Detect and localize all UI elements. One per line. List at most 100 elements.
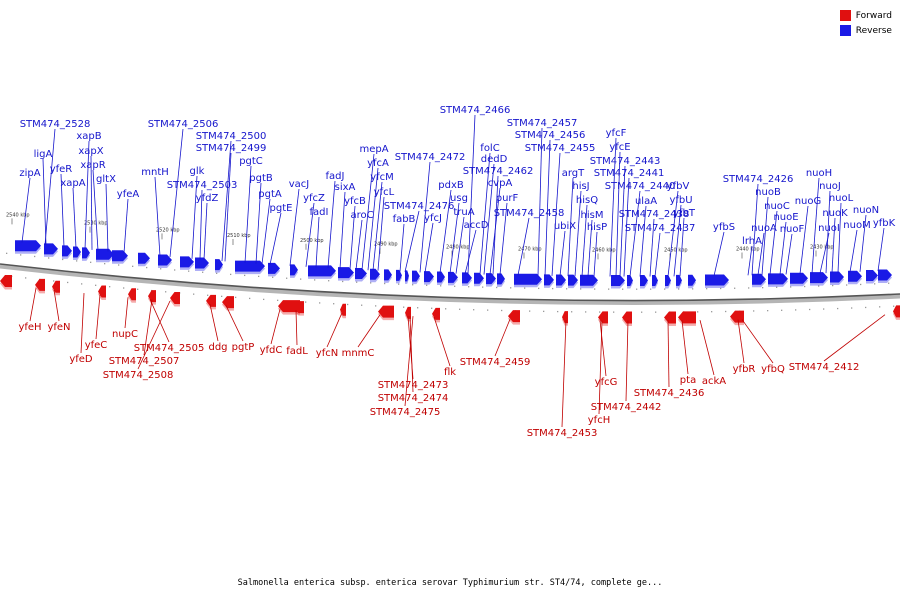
forward-gene-arrow[interactable] [0, 275, 12, 287]
reverse-gene-arrow[interactable] [752, 273, 766, 285]
forward-gene-label[interactable]: STM474_2453 [527, 428, 598, 439]
reverse-gene-arrow[interactable] [768, 273, 788, 285]
forward-gene-arrow[interactable] [340, 303, 346, 316]
reverse-gene-label[interactable]: yfbK [873, 218, 896, 229]
forward-gene-arrow[interactable] [598, 311, 608, 324]
forward-gene-label[interactable]: yfbR [733, 364, 756, 375]
forward-gene-label[interactable]: fadL [286, 346, 308, 357]
reverse-gene-label[interactable]: STM474_2457 [507, 118, 578, 129]
forward-gene-label[interactable]: mnmC [342, 348, 375, 359]
reverse-gene-arrow[interactable] [497, 273, 505, 285]
reverse-gene-arrow[interactable] [355, 268, 367, 280]
reverse-gene-arrow[interactable] [338, 267, 354, 279]
forward-gene-label[interactable]: STM474_2412 [789, 362, 860, 373]
reverse-gene-arrow[interactable] [568, 274, 578, 286]
forward-gene-arrow[interactable] [52, 280, 60, 293]
forward-gene-label[interactable]: ddg [208, 342, 227, 353]
reverse-gene-label[interactable]: STM474_2462 [463, 166, 534, 177]
reverse-gene-arrow[interactable] [474, 272, 484, 284]
reverse-gene-label[interactable]: fabB [393, 214, 416, 225]
reverse-gene-label[interactable]: fadJ [326, 171, 345, 182]
forward-gene-label[interactable]: nupC [112, 329, 138, 340]
reverse-gene-arrow[interactable] [15, 240, 41, 252]
reverse-gene-label[interactable]: STM474_2506 [148, 119, 219, 130]
reverse-gene-label[interactable]: hisQ [576, 195, 598, 206]
reverse-gene-label[interactable]: hisM [581, 210, 604, 221]
reverse-gene-arrow[interactable] [878, 269, 892, 281]
reverse-gene-arrow[interactable] [370, 268, 380, 280]
reverse-gene-label[interactable]: hisP [587, 222, 607, 233]
reverse-gene-label[interactable]: STM474_2503 [167, 180, 238, 191]
reverse-gene-label[interactable]: xapA [60, 178, 85, 189]
reverse-gene-arrow[interactable] [290, 264, 298, 276]
reverse-gene-label[interactable]: nuoG [795, 196, 822, 207]
reverse-gene-arrow[interactable] [424, 271, 434, 283]
reverse-gene-label[interactable]: yfcF [606, 128, 627, 139]
reverse-gene-label[interactable]: truA [453, 207, 474, 218]
reverse-gene-label[interactable]: ulaA [635, 196, 657, 207]
reverse-gene-arrow[interactable] [486, 273, 496, 285]
reverse-gene-label[interactable]: hisJ [572, 181, 589, 192]
reverse-gene-label[interactable]: yfcB [344, 196, 366, 207]
reverse-gene-label[interactable]: STM474_2455 [525, 143, 596, 154]
forward-gene-label[interactable]: STM474_2474 [378, 393, 449, 404]
forward-gene-arrow[interactable] [206, 294, 216, 307]
reverse-gene-arrow[interactable] [73, 246, 81, 258]
reverse-gene-arrow[interactable] [215, 259, 223, 271]
reverse-gene-label[interactable]: xapX [78, 146, 103, 157]
forward-gene-arrow[interactable] [562, 311, 568, 324]
reverse-gene-label[interactable]: yfbT [673, 208, 696, 219]
forward-gene-arrow[interactable] [278, 300, 300, 313]
reverse-gene-label[interactable]: yfeA [117, 189, 140, 200]
reverse-gene-label[interactable]: nuoH [806, 168, 832, 179]
reverse-gene-label[interactable]: ligA [34, 149, 53, 160]
reverse-gene-label[interactable]: STM474_2499 [196, 143, 267, 154]
reverse-gene-arrow[interactable] [195, 257, 209, 269]
reverse-gene-arrow[interactable] [44, 243, 58, 255]
reverse-gene-label[interactable]: glk [190, 166, 205, 177]
reverse-gene-label[interactable]: purF [496, 193, 519, 204]
reverse-gene-label[interactable]: nuoF [780, 224, 805, 235]
reverse-gene-arrow[interactable] [82, 247, 90, 259]
reverse-gene-arrow[interactable] [462, 272, 472, 284]
forward-gene-label[interactable]: pta [680, 375, 696, 386]
reverse-gene-arrow[interactable] [412, 270, 420, 282]
reverse-gene-arrow[interactable] [138, 252, 150, 264]
reverse-gene-label[interactable]: yfcL [374, 187, 395, 198]
reverse-gene-arrow[interactable] [514, 273, 542, 285]
reverse-gene-arrow[interactable] [112, 250, 128, 262]
reverse-gene-label[interactable]: accD [464, 220, 489, 231]
reverse-gene-arrow[interactable] [580, 274, 598, 286]
forward-gene-arrow[interactable] [508, 310, 520, 323]
forward-gene-label[interactable]: yfdC [260, 345, 283, 356]
reverse-gene-arrow[interactable] [676, 274, 682, 286]
reverse-gene-label[interactable]: fadI [310, 207, 329, 218]
reverse-gene-label[interactable]: nuoN [853, 205, 879, 216]
reverse-gene-label[interactable]: nuoI [818, 223, 840, 234]
forward-gene-label[interactable]: STM474_2475 [370, 407, 441, 418]
reverse-gene-label[interactable]: STM474_2472 [395, 152, 466, 163]
reverse-gene-label[interactable]: folC [480, 143, 499, 154]
reverse-gene-label[interactable]: nuoA [751, 223, 777, 234]
forward-gene-arrow[interactable] [170, 292, 180, 305]
reverse-gene-label[interactable]: sixA [335, 182, 356, 193]
reverse-gene-arrow[interactable] [62, 245, 72, 257]
reverse-gene-label[interactable]: STM474_2426 [723, 174, 794, 185]
forward-gene-arrow[interactable] [98, 285, 106, 298]
reverse-gene-label[interactable]: yfcA [367, 158, 389, 169]
reverse-gene-arrow[interactable] [705, 274, 729, 286]
reverse-gene-arrow[interactable] [652, 275, 658, 287]
reverse-gene-label[interactable]: STM474_2458 [494, 208, 565, 219]
reverse-gene-label[interactable]: pgtC [239, 156, 263, 167]
reverse-gene-arrow[interactable] [268, 262, 280, 274]
reverse-gene-label[interactable]: pgtB [249, 173, 273, 184]
reverse-gene-arrow[interactable] [308, 265, 336, 277]
reverse-gene-arrow[interactable] [96, 248, 114, 260]
reverse-gene-label[interactable]: yfeR [50, 164, 73, 175]
reverse-gene-label[interactable]: argT [562, 168, 585, 179]
reverse-gene-arrow[interactable] [384, 269, 392, 281]
reverse-gene-arrow[interactable] [556, 274, 566, 286]
reverse-gene-arrow[interactable] [830, 271, 844, 283]
reverse-gene-arrow[interactable] [810, 272, 828, 284]
reverse-gene-label[interactable]: dedD [481, 154, 508, 165]
